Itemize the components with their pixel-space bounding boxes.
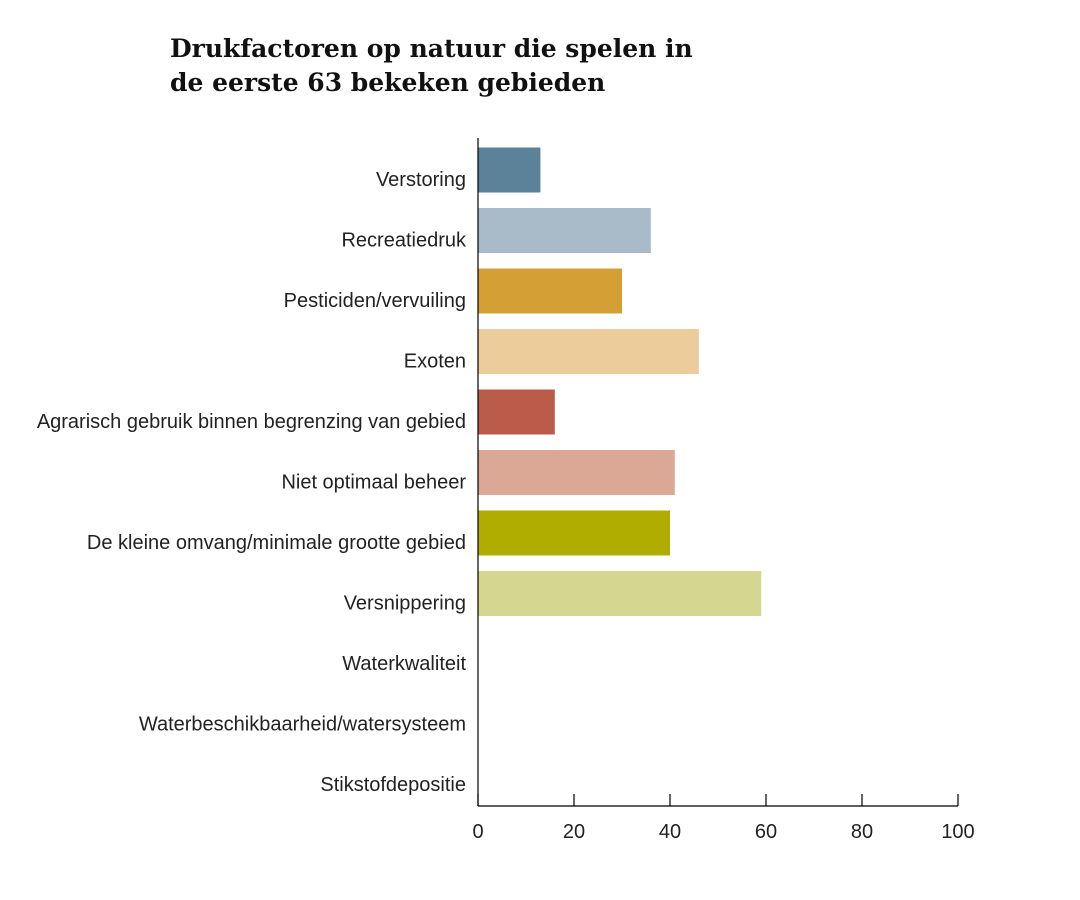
chart-title: Drukfactoren op natuur die spelen in de … — [170, 32, 730, 100]
x-tick-label-60: 60 — [755, 821, 777, 843]
category-label-exoten: Exoten — [404, 351, 466, 373]
bar-recreatiedruk — [478, 208, 651, 253]
bar-de-kleine-omvang-minimale-grootte-gebied — [478, 510, 670, 556]
category-label-recreatiedruk: Recreatiedruk — [341, 230, 467, 252]
chart-title-line-2: de eerste 63 bekeken gebieden — [170, 68, 606, 97]
category-label-pesticiden-vervuiling: Pesticiden/vervuiling — [284, 290, 466, 312]
category-label-waterkwaliteit: Waterkwaliteit — [342, 653, 466, 675]
chart-title-line-1: Drukfactoren op natuur die spelen in — [170, 34, 693, 63]
category-labels: Verstoring Recreatiedruk Pesticiden/vervui… — [37, 169, 467, 796]
category-label-versnippering: Versnippering — [344, 593, 466, 615]
category-label-agrarisch-gebruik-binnen-begrenzing-van-gebied: Agrarisch gebruik binnen begrenzing van … — [37, 411, 466, 433]
bar-agrarisch-gebruik-binnen-begrenzing-van-gebied — [478, 389, 555, 435]
x-tick-label-100: 100 — [941, 821, 974, 843]
category-label-verstoring: Verstoring — [376, 169, 466, 191]
bar-verstoring — [478, 147, 541, 193]
x-tick-label-80: 80 — [851, 821, 873, 843]
bar-versnippering — [478, 571, 762, 616]
bar-pesticiden-vervuiling — [478, 268, 622, 314]
bar-niet-optimaal-beheer — [478, 450, 675, 495]
bars-group — [478, 147, 762, 616]
category-label-niet-optimaal-beheer: Niet optimaal beheer — [281, 472, 466, 494]
x-ticks-group: 0 20 40 60 80 100 — [472, 794, 975, 843]
category-label-waterbeschikbaarheid-watersysteem: Waterbeschikbaarheid/watersysteem — [139, 714, 466, 736]
category-label-stikstofdepositie: Stikstofdepositie — [320, 774, 466, 796]
bar-exoten — [478, 329, 699, 374]
x-tick-label-20: 20 — [563, 821, 585, 843]
axes-group — [477, 138, 958, 807]
category-label-de-kleine-omvang-minimale-grootte-gebied: De kleine omvang/minimale grootte gebied — [87, 532, 466, 554]
x-tick-label-40: 40 — [659, 821, 681, 843]
x-tick-label-0: 0 — [472, 821, 483, 843]
